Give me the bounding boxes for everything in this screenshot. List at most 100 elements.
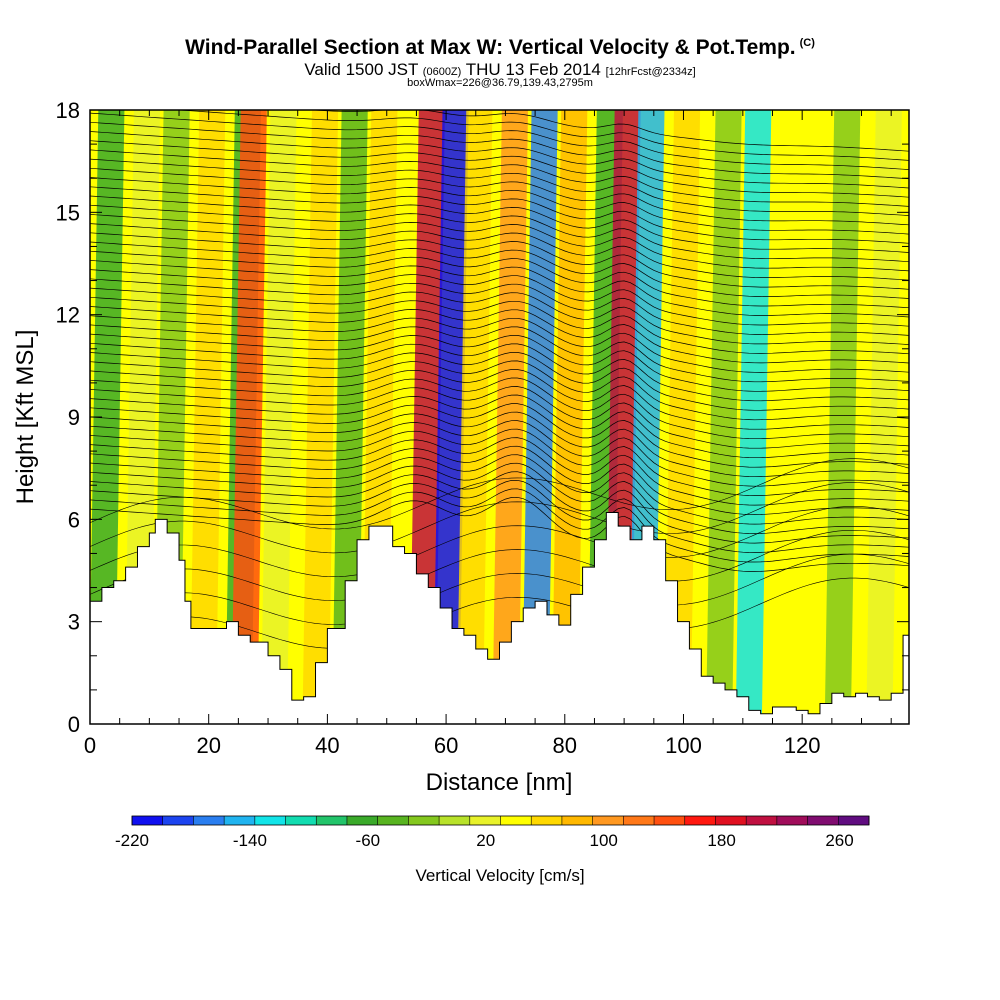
isentrope-line: [90, 324, 909, 383]
colorbar: -220 -140 -60 20 100 180 260: [115, 815, 870, 850]
x-tick-label: 20: [196, 733, 220, 758]
colorbar-tick-label: 20: [476, 831, 495, 850]
isentrope-line: [90, 121, 909, 180]
isentrope-line: [90, 296, 909, 355]
forecast-info: [12hrFcst@2334z]: [605, 66, 696, 78]
isentrope-line: [90, 269, 909, 327]
isentrope-line: [90, 315, 909, 373]
colorbar-swatch: [224, 816, 256, 825]
isentrope-line: [90, 403, 909, 468]
x-tick-label: 40: [315, 733, 339, 758]
colorbar-swatch: [193, 816, 225, 825]
isentrope-line: [90, 471, 909, 544]
isentrope-line: [90, 149, 909, 207]
colorbar-tick-label: -60: [356, 831, 381, 850]
isentrope-line: [90, 462, 909, 534]
isentrope-line: [90, 140, 909, 198]
isentrope-line: [90, 306, 909, 364]
isentrope-line: [90, 553, 909, 625]
isentrope-line: [90, 204, 909, 263]
isentrope-line: [90, 530, 909, 601]
isentrope-line: [90, 386, 909, 449]
colorbar-tick-label: 100: [589, 831, 617, 850]
isentrope-line: [90, 241, 909, 299]
isentrope-line: [173, 110, 909, 161]
colorbar-swatch: [285, 816, 317, 825]
colorbar-swatch: [377, 816, 409, 825]
isentrope-line: [90, 352, 909, 411]
colorbar-label: Vertical Velocity [cm/s]: [415, 866, 584, 885]
colorbar-swatch: [469, 816, 501, 825]
colorbar-swatch: [132, 816, 164, 825]
isentrope-line: [90, 445, 909, 515]
x-axis-label: Distance [nm]: [426, 769, 573, 796]
valid-date: THU 13 Feb 2014: [465, 60, 601, 79]
terrain: [90, 512, 909, 724]
isentrope-line: [90, 195, 909, 253]
isentrope-line: [90, 131, 909, 189]
velocity-band: [90, 110, 125, 724]
isentrope-line: [90, 223, 909, 281]
isentrope-line: [90, 232, 909, 290]
colorbar-tick-label: -140: [233, 831, 267, 850]
x-tick-label: 100: [665, 733, 702, 758]
colorbar-swatch: [746, 816, 778, 825]
isentrope-line: [308, 110, 909, 152]
y-tick-label: 9: [68, 405, 80, 430]
colorbar-swatch: [838, 816, 870, 825]
y-tick-label: 15: [56, 200, 80, 225]
valid-time: Valid 1500 JST: [304, 60, 419, 79]
colorbar-swatch: [254, 816, 287, 825]
isentrope-line: [90, 167, 909, 226]
isentrope-line: [90, 250, 909, 309]
colorbar-swatch: [807, 816, 839, 825]
isentrope-line: [90, 342, 909, 402]
isentrope-line: [90, 333, 909, 392]
y-axis-label: Height [Kft MSL]: [12, 330, 39, 505]
copyright-mark: (C): [799, 37, 815, 49]
colorbar-swatch: [776, 816, 809, 825]
isentrope-line: [90, 360, 909, 421]
y-tick-label: 3: [68, 610, 80, 635]
y-tick-label: 12: [56, 303, 80, 328]
chart-title-text: Wind-Parallel Section at Max W: Vertical…: [185, 36, 796, 59]
y-tick-label: 18: [56, 98, 80, 123]
velocity-band: [777, 110, 813, 724]
colorbar-swatch: [684, 816, 716, 825]
velocity-band: [735, 110, 772, 724]
y-tick-label: 0: [68, 712, 80, 737]
y-tick-label: 6: [68, 507, 80, 532]
colorbar-tick-label: 260: [825, 831, 853, 850]
colorbar-swatch: [346, 816, 379, 825]
colorbar-swatch: [439, 816, 471, 825]
colorbar-swatch: [592, 816, 624, 825]
isentrope-line: [90, 482, 909, 554]
isentrope-line: [90, 158, 909, 216]
isentrope-line: [90, 369, 909, 430]
colorbar-tick-label: -220: [115, 831, 149, 850]
isentrope-line: [90, 278, 909, 336]
colorbar-swatch: [561, 816, 594, 825]
isentrope-line: [90, 458, 909, 530]
isentrope-line: [90, 260, 909, 318]
colorbar-swatch: [623, 816, 655, 825]
isentrope-line: [90, 506, 909, 578]
x-tick-label: 0: [84, 733, 96, 758]
isentrope-line: [90, 112, 909, 170]
velocity-band: [522, 110, 558, 724]
isentrope-line: [90, 496, 909, 572]
isentrope-line: [90, 377, 909, 440]
isentrope-line: [90, 287, 909, 345]
velocity-band: [302, 110, 339, 724]
isentrope-line: [90, 428, 909, 496]
valid-utc: (0600Z): [422, 66, 462, 78]
velocity-band: [492, 110, 528, 724]
isentrope-line: [90, 437, 909, 506]
x-tick-label: 120: [784, 733, 821, 758]
isentrope-line: [90, 394, 909, 459]
x-tick-label: 60: [434, 733, 458, 758]
chart-subtitle: Valid 1500 JST (0600Z) THU 13 Feb 2014 […: [0, 60, 1000, 80]
isentrope-line: [90, 479, 909, 553]
chart-title: Wind-Parallel Section at Max W: Vertical…: [0, 36, 1000, 60]
isentrope-line: [90, 488, 909, 563]
